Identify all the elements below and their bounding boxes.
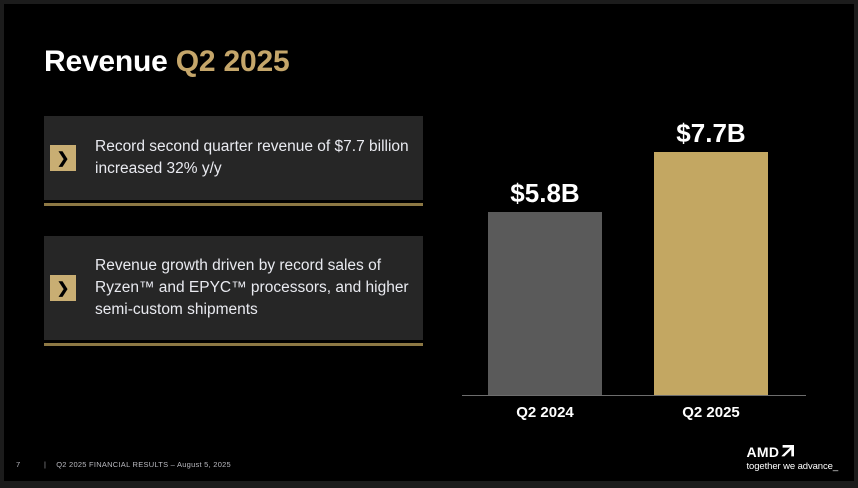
bar-value-label-1: $7.7B	[676, 118, 746, 148]
footer-page-number: 7	[16, 460, 21, 469]
bullet-panel-2: ❯ Revenue growth driven by record sales …	[44, 236, 423, 340]
bullet-panel-1-underline	[44, 203, 423, 206]
amd-arrow-icon	[781, 445, 795, 458]
brand-tagline: together we advance_	[746, 460, 839, 472]
footer: 7 | Q2 2025 FINANCIAL RESULTS – August 5…	[16, 460, 231, 469]
chart-axis-line	[462, 395, 806, 396]
bullet-panel-2-underline	[44, 343, 423, 346]
bar-value-label-0: $5.8B	[510, 178, 580, 208]
brand-lockup: AMD together we advance_	[746, 445, 839, 472]
slide-canvas: Revenue Q2 2025 ❯ Record second quarter …	[4, 4, 854, 481]
chart-plot-area: $5.8B $7.7B	[456, 104, 812, 396]
footer-text: Q2 2025 FINANCIAL RESULTS – August 5, 20…	[56, 460, 231, 469]
chevron-right-icon: ❯	[50, 275, 76, 301]
page-title-accent: Q2 2025	[175, 45, 290, 78]
amd-wordmark: AMD	[746, 443, 780, 460]
chart-category-label-1: Q2 2025	[682, 404, 740, 421]
chevron-right-icon: ❯	[50, 145, 76, 171]
chart-category-label-0: Q2 2024	[516, 404, 574, 421]
bar-q2-2024	[488, 212, 602, 396]
bar-group-q2-2024: $5.8B	[488, 104, 602, 396]
page-title: Revenue Q2 2025	[44, 45, 290, 78]
bar-group-q2-2025: $7.7B	[654, 104, 768, 396]
bullet-panel-1: ❯ Record second quarter revenue of $7.7 …	[44, 116, 423, 200]
bullet-text-1: Record second quarter revenue of $7.7 bi…	[95, 138, 409, 177]
page-title-main: Revenue	[44, 45, 168, 78]
bar-q2-2025	[654, 152, 768, 396]
bullet-text-2: Revenue growth driven by record sales of…	[95, 257, 409, 318]
footer-separator: |	[44, 460, 47, 469]
revenue-bar-chart: $5.8B $7.7B Q2 2024 Q2 2025	[456, 104, 812, 424]
amd-logo: AMD	[747, 445, 838, 459]
